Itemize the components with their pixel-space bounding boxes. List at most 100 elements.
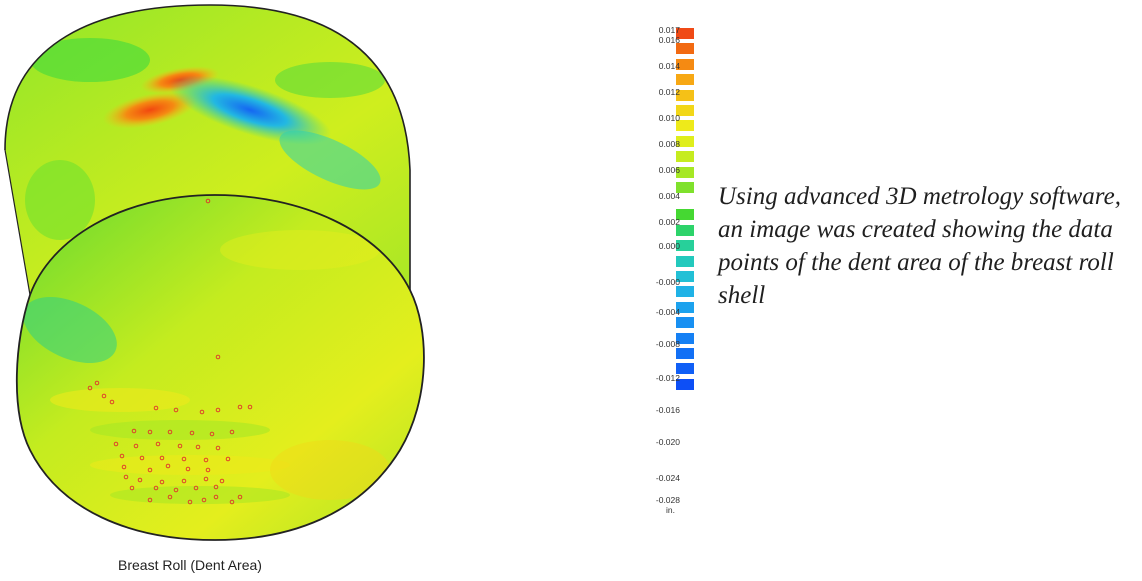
color-swatch [676,182,694,193]
data-point-marker [219,478,225,484]
legend-tick-label: 0.006 [658,165,680,175]
data-point-marker [195,444,201,450]
data-point-marker [203,476,209,482]
legend-tick-label: 0.017 [658,25,680,35]
data-point-marker [159,479,165,485]
data-point-marker [133,443,139,449]
data-point-marker [147,467,153,473]
data-point-marker [193,485,199,491]
legend-tick-label: 0.000 [658,241,680,251]
legend-tick-label: -0.016 [655,405,680,415]
data-point-marker [137,477,143,483]
legend-tick-label: -0.020 [655,437,680,447]
data-point-marker [215,407,221,413]
data-point-marker [185,466,191,472]
data-point-marker [181,478,187,484]
data-point-marker [113,441,119,447]
data-point-marker [215,445,221,451]
data-point-marker [213,484,219,490]
data-point-marker [167,429,173,435]
legend-tick-label: 0.010 [658,113,680,123]
data-point-marker [139,455,145,461]
color-swatch [676,240,694,252]
color-swatch [676,317,694,329]
color-swatch [676,43,694,55]
legend-tick-label: 0.016 [658,35,680,45]
data-point-marker [159,455,165,461]
legend-tick-label: 0.004 [658,191,680,201]
data-point-marker [129,485,135,491]
color-swatch [676,363,694,375]
data-point-marker [94,380,100,386]
data-point-marker [101,393,107,399]
data-point-marker [225,456,231,462]
data-point-marker [119,453,125,459]
data-point-marker [199,409,205,415]
color-swatch [676,28,694,39]
data-point-marker [109,399,115,405]
data-point-marker [177,443,183,449]
breast-roll-3d-image [4,4,425,541]
data-point-marker [123,474,129,480]
data-point-marker [189,430,195,436]
description-text: Using advanced 3D metrology software, an… [718,183,1121,309]
data-point-marker [205,467,211,473]
data-point-marker [173,487,179,493]
data-point-marker [209,431,215,437]
data-point-marker [181,456,187,462]
data-point-marker [201,497,207,503]
color-swatch [676,332,694,344]
dent-data-points [87,198,253,505]
data-point-marker [213,494,219,500]
data-point-marker [165,463,171,469]
color-swatch [676,105,694,116]
color-swatch [676,301,694,313]
figure-caption: Breast Roll (Dent Area) [118,557,262,573]
legend-tick-label: 0.014 [658,61,680,71]
legend-tick-label: -0.012 [655,373,680,383]
data-point-marker [205,198,211,204]
legend-tick-label: 0.002 [658,217,680,227]
legend-tick-label: 0.012 [658,87,680,97]
data-point-marker [121,464,127,470]
color-swatch [676,58,694,70]
legend-tick-label: -0.004 [655,307,680,317]
color-swatch [676,224,694,236]
data-point-marker [155,441,161,447]
data-point-marker [147,497,153,503]
data-point-marker [153,485,159,491]
data-point-marker [187,499,193,505]
data-point-marker [87,385,93,391]
data-point-marker [167,494,173,500]
color-swatch [676,135,694,147]
data-point-marker [237,494,243,500]
data-point-marker [237,404,243,410]
color-swatch [676,166,694,178]
color-swatch [676,378,694,390]
data-point-marker [215,354,221,360]
data-point-marker [173,407,179,413]
color-swatch [676,120,694,132]
data-point-marker [147,429,153,435]
color-swatch [676,89,694,101]
color-swatch [676,151,694,163]
legend-tick-label: -0.024 [655,473,680,483]
data-point-marker [229,499,235,505]
color-scale-legend: 0.017 0.016 0.014 0.012 0.010 0.008 0.006 0.004… [630,22,710,522]
color-swatch [676,74,694,86]
legend-tick-label: -0.028 [655,495,680,505]
data-point-marker [247,404,253,410]
color-swatch [676,271,694,282]
data-point-marker [229,429,235,435]
color-swatch [676,255,694,267]
data-point-marker [153,405,159,411]
color-swatch [676,286,694,298]
color-swatch [676,348,694,359]
legend-tick-label: 0.008 [658,139,680,149]
data-point-marker [203,457,209,463]
legend-tick-label: -0.000 [655,277,680,287]
legend-unit-label: in. [666,505,675,515]
color-swatch [676,209,694,221]
legend-tick-label: -0.008 [655,339,680,349]
data-point-marker [131,428,137,434]
